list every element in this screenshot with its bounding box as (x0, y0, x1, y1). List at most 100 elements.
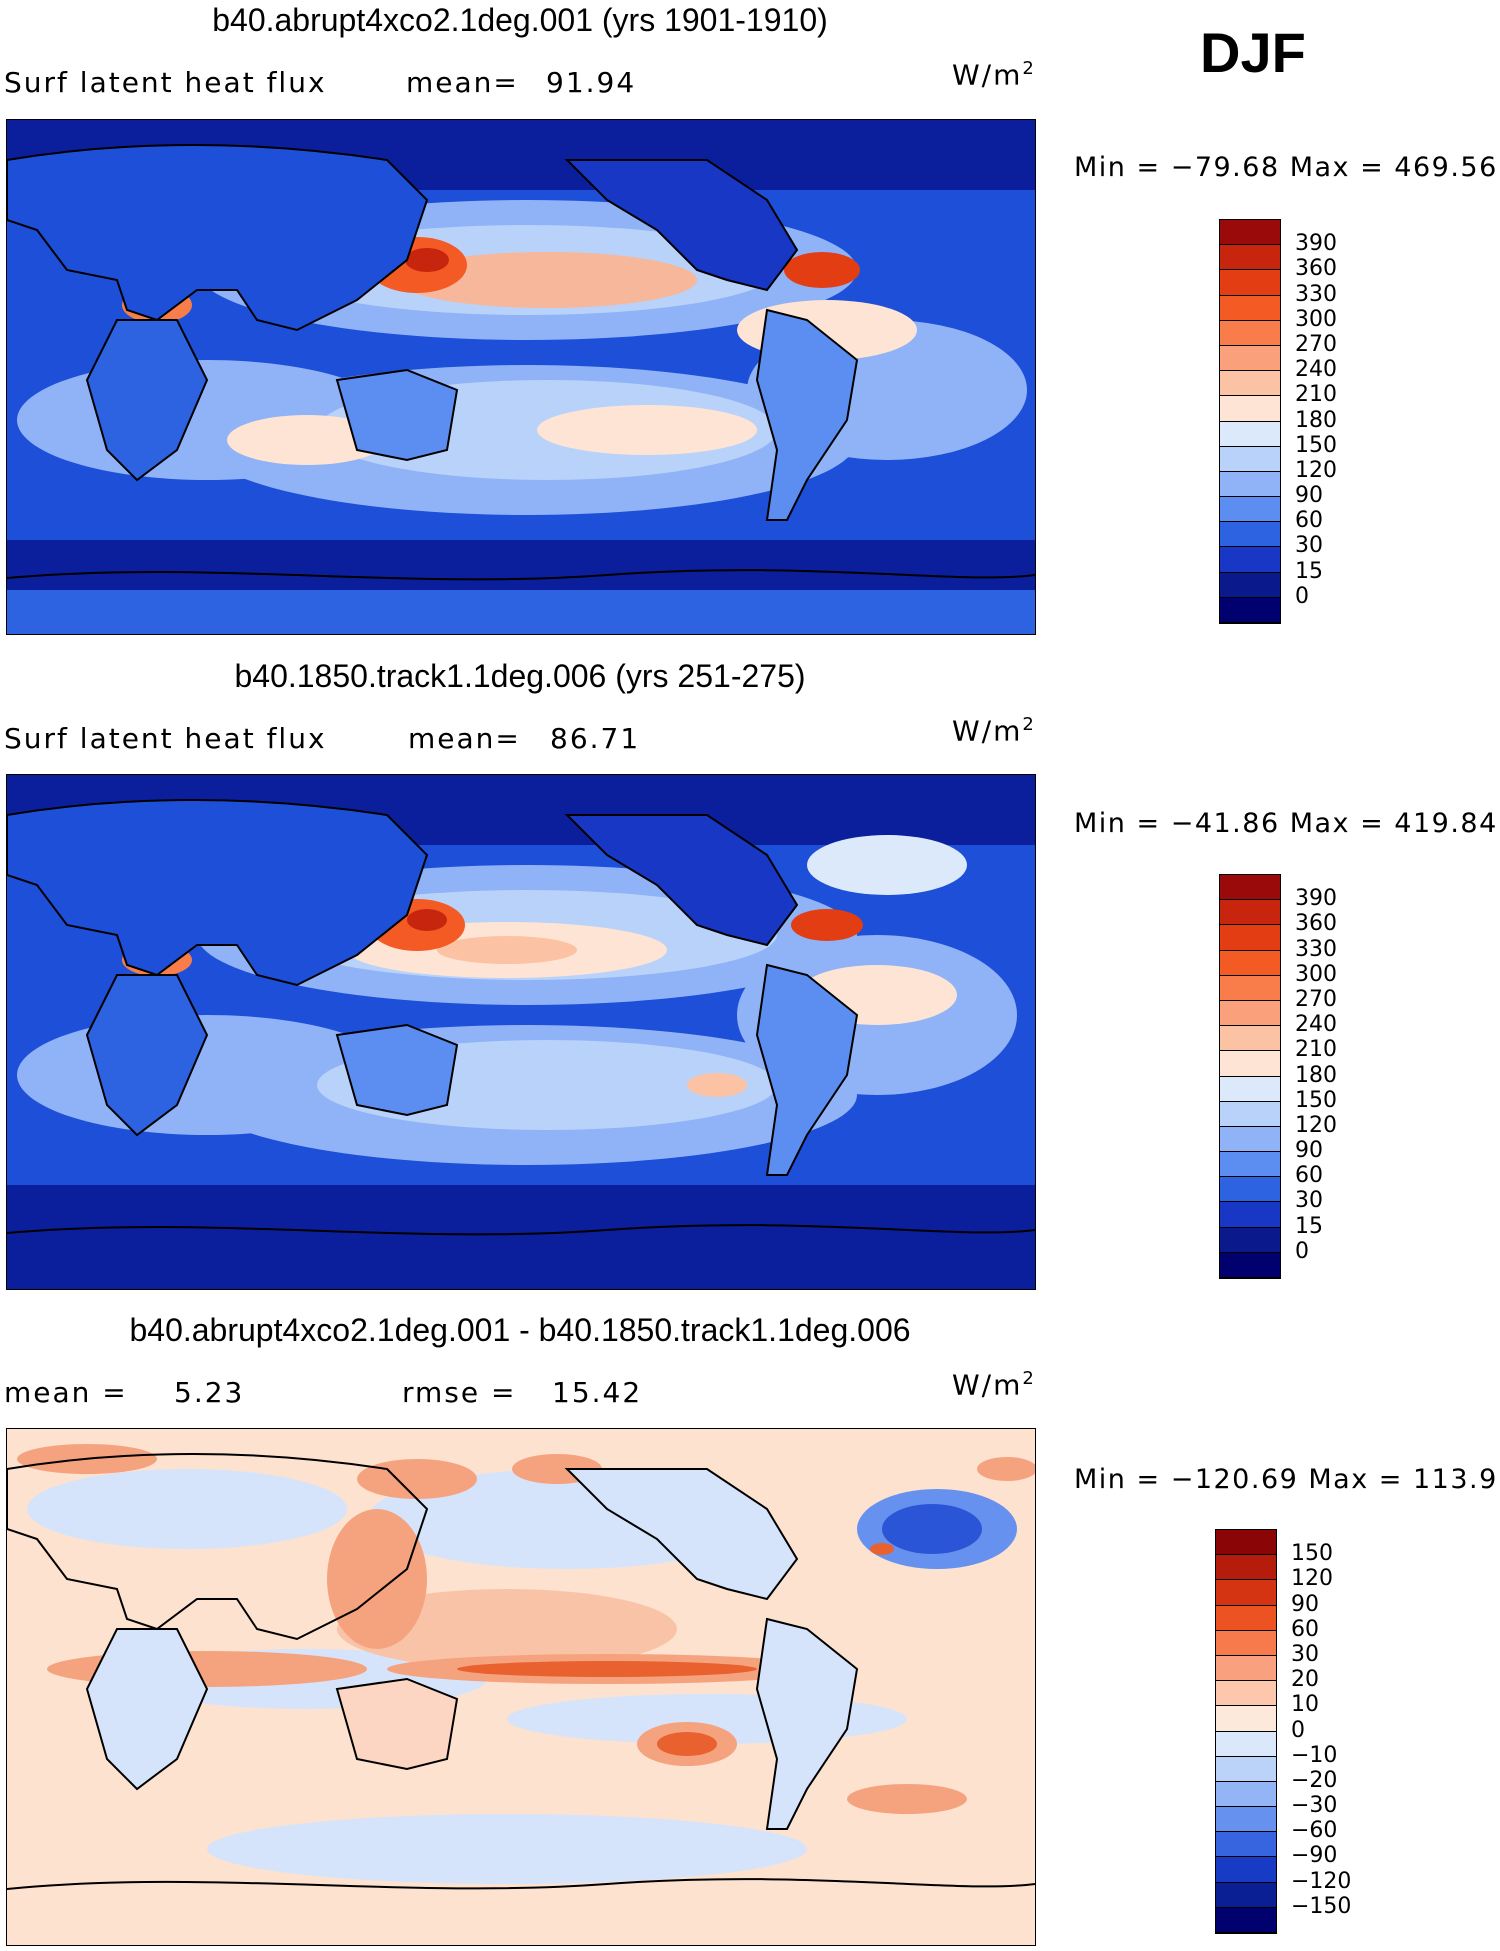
colorbar-swatch (1220, 396, 1280, 422)
colorbar-tick-label: 180 (1295, 1062, 1337, 1088)
panel3-map (6, 1428, 1036, 1946)
colorbar-tick-label: 30 (1295, 533, 1323, 559)
colorbar-swatch (1220, 925, 1280, 951)
panel2-units: W/m2 (952, 714, 1036, 748)
colorbar-swatch (1216, 1580, 1276, 1606)
panel2-mean-label: mean= (408, 722, 521, 755)
colorbar-swatch (1220, 1101, 1280, 1127)
panel3-map-field (7, 1429, 1035, 1945)
colorbar-swatch (1220, 345, 1280, 372)
colorbar-tick-label: 390 (1295, 231, 1337, 257)
colorbar-tick-label: 330 (1295, 936, 1337, 962)
colorbar-tick-label: 0 (1291, 1717, 1305, 1743)
colorbar-tick-label: −90 (1291, 1843, 1338, 1869)
colorbar-swatch (1216, 1706, 1276, 1732)
panel3-colorbar (1215, 1529, 1277, 1934)
colorbar-tick-label: 270 (1295, 331, 1337, 357)
colorbar-swatch (1220, 446, 1280, 472)
colorbar-tick-label: 0 (1295, 583, 1309, 609)
colorbar-swatch (1220, 1152, 1280, 1178)
colorbar-swatch (1216, 1857, 1276, 1883)
colorbar-swatch (1220, 220, 1280, 246)
season-label: DJF (1200, 21, 1306, 84)
colorbar-tick-label: 30 (1291, 1641, 1319, 1667)
panel1-map (6, 119, 1036, 635)
colorbar-tick-label: 150 (1295, 432, 1337, 458)
panel2-map-field (7, 775, 1035, 1289)
colorbar-swatch (1220, 1051, 1280, 1077)
colorbar-swatch (1216, 1731, 1276, 1757)
colorbar-swatch (1220, 1227, 1280, 1253)
colorbar-tick-label: 330 (1295, 281, 1337, 307)
colorbar-tick-label: 300 (1295, 961, 1337, 987)
colorbar-swatch (1220, 547, 1280, 573)
colorbar-swatch (1220, 1177, 1280, 1203)
colorbar-tick-label: 210 (1295, 1037, 1337, 1063)
colorbar-tick-label: 120 (1291, 1566, 1333, 1592)
panel1-variable-label: Surf latent heat flux (4, 66, 327, 99)
colorbar-swatch (1216, 1605, 1276, 1631)
colorbar-tick-label: 270 (1295, 986, 1337, 1012)
colorbar-swatch (1220, 1076, 1280, 1102)
colorbar-swatch (1220, 875, 1280, 901)
panel3-units: W/m2 (952, 1368, 1036, 1402)
panel1-units: W/m2 (952, 58, 1036, 92)
panel1-map-field (7, 120, 1035, 634)
colorbar-tick-label: 90 (1295, 483, 1323, 509)
colorbar-tick-label: −30 (1291, 1793, 1338, 1819)
colorbar-tick-label: 240 (1295, 1012, 1337, 1038)
colorbar-swatch (1220, 975, 1280, 1001)
panel2-variable-label: Surf latent heat flux (4, 722, 327, 755)
colorbar-tick-label: 10 (1291, 1692, 1319, 1718)
panel1-min-max: Min = −79.68 Max = 469.56 (1074, 152, 1498, 183)
colorbar-tick-label: −20 (1291, 1767, 1338, 1793)
colorbar-swatch (1220, 270, 1280, 296)
colorbar-swatch (1220, 295, 1280, 321)
colorbar-tick-label: 90 (1291, 1591, 1319, 1617)
colorbar-swatch (1216, 1781, 1276, 1808)
colorbar-tick-label: 60 (1291, 1616, 1319, 1642)
colorbar-swatch (1216, 1555, 1276, 1581)
colorbar-tick-label: 360 (1295, 911, 1337, 937)
colorbar-swatch (1220, 421, 1280, 447)
colorbar-swatch (1220, 371, 1280, 397)
colorbar-tick-label: 30 (1295, 1188, 1323, 1214)
colorbar-tick-label: 390 (1295, 886, 1337, 912)
colorbar-swatch (1220, 320, 1280, 346)
panel2-mean-value: 86.71 (550, 722, 641, 755)
panel3-mean-value: 5.23 (174, 1376, 245, 1409)
colorbar-tick-label: 60 (1295, 508, 1323, 534)
colorbar-swatch (1216, 1907, 1276, 1933)
colorbar-swatch (1220, 1126, 1280, 1153)
panel1-mean-label: mean= (406, 66, 519, 99)
colorbar-tick-label: 0 (1295, 1238, 1309, 1264)
colorbar-swatch (1220, 597, 1280, 623)
colorbar-swatch (1220, 1202, 1280, 1228)
colorbar-swatch (1220, 950, 1280, 976)
panel1-title: b40.abrupt4xco2.1deg.001 (yrs 1901-1910) (212, 2, 828, 38)
panel1-colorbar (1219, 219, 1281, 624)
colorbar-swatch (1220, 1000, 1280, 1027)
colorbar-swatch (1220, 900, 1280, 926)
colorbar-tick-label: 360 (1295, 256, 1337, 282)
colorbar-tick-label: 60 (1295, 1163, 1323, 1189)
panel3-min-max: Min = −120.69 Max = 113.91 (1074, 1464, 1500, 1495)
colorbar-swatch (1216, 1630, 1276, 1656)
colorbar-swatch (1220, 1026, 1280, 1052)
colorbar-tick-label: −10 (1291, 1742, 1338, 1768)
colorbar-tick-label: −120 (1291, 1868, 1352, 1894)
colorbar-tick-label: 90 (1295, 1138, 1323, 1164)
colorbar-swatch (1216, 1882, 1276, 1908)
colorbar-swatch (1220, 522, 1280, 548)
colorbar-swatch (1220, 471, 1280, 498)
panel2-min-max: Min = −41.86 Max = 419.84 (1074, 808, 1498, 839)
colorbar-tick-label: −60 (1291, 1818, 1338, 1844)
panel3-rmse-value: 15.42 (552, 1376, 643, 1409)
colorbar-swatch (1220, 497, 1280, 523)
colorbar-swatch (1216, 1832, 1276, 1858)
colorbar-tick-label: 120 (1295, 457, 1337, 483)
colorbar-tick-label: 15 (1295, 1213, 1323, 1239)
panel3-rmse-label: rmse = (402, 1376, 517, 1409)
colorbar-swatch (1216, 1756, 1276, 1782)
colorbar-tick-label: 120 (1295, 1112, 1337, 1138)
